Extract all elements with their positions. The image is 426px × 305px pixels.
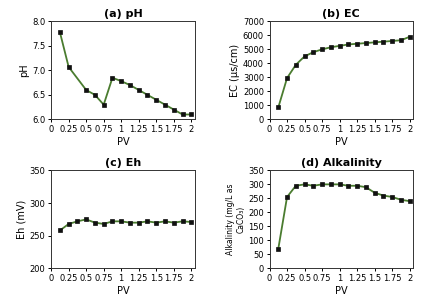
Y-axis label: EC (μs/cm): EC (μs/cm) xyxy=(230,44,240,97)
Title: (a) pH: (a) pH xyxy=(104,9,142,19)
X-axis label: PV: PV xyxy=(117,137,129,147)
X-axis label: PV: PV xyxy=(335,286,348,296)
Title: (b) EC: (b) EC xyxy=(322,9,360,19)
Y-axis label: pH: pH xyxy=(20,63,29,77)
Title: (d) Alkalinity: (d) Alkalinity xyxy=(301,158,382,168)
Title: (c) Eh: (c) Eh xyxy=(105,158,141,168)
Y-axis label: Eh (mV): Eh (mV) xyxy=(17,200,27,239)
Y-axis label: Alkalinity (mg/L as
CaCO₃): Alkalinity (mg/L as CaCO₃) xyxy=(226,184,245,255)
X-axis label: PV: PV xyxy=(117,286,129,296)
X-axis label: PV: PV xyxy=(335,137,348,147)
